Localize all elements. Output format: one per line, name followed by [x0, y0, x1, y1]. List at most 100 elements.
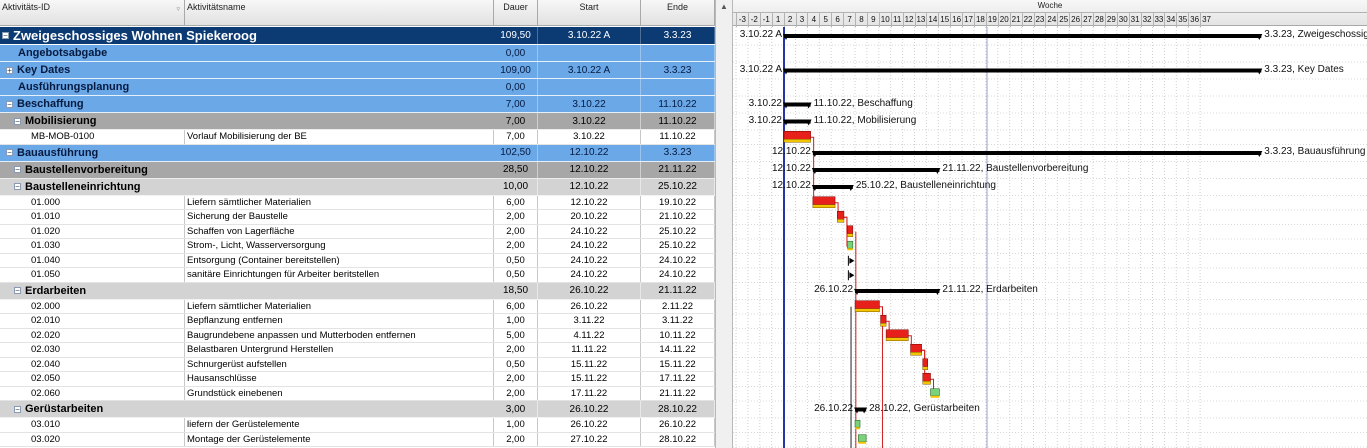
duration-cell-text: 7,00	[506, 131, 525, 143]
week-label: 8	[855, 13, 867, 27]
duration-cell: 10,00	[494, 178, 538, 195]
activity-row[interactable]: 02.060 Grundstück einebenen 2,00 17.11.22 21…	[0, 386, 715, 401]
week-label: 28	[1093, 13, 1105, 27]
activity-row[interactable]: 01.030 Strom-, Licht, Wasserversorgung 2,0…	[0, 239, 715, 254]
scroll-up-icon[interactable]: ▲	[720, 2, 728, 11]
activity-row[interactable]: 03.010 liefern der Gerüstelemente 1,00 26.1…	[0, 418, 715, 433]
activity-row[interactable]: 02.020 Baugrundebene anpassen und Mutterb…	[0, 328, 715, 343]
wbs-row[interactable]: + Key Dates 109,00 3.10.22 A 3.3.23	[0, 62, 715, 79]
activity-row[interactable]: 01.020 Schaffen von Lagerfläche 2,00 24.10.…	[0, 224, 715, 239]
collapse-icon[interactable]: −	[14, 404, 21, 414]
collapse-icon[interactable]: −	[14, 165, 21, 174]
wbs-name-cell-text: Baustelleneinrichtung	[25, 180, 141, 193]
activity-row[interactable]: 01.000 Liefern sämtlicher Materialien 6,00…	[0, 195, 715, 210]
bar-start-label: 12.10.22	[771, 163, 811, 174]
column-header-end[interactable]: Ende	[641, 0, 715, 26]
end-cell: 19.10.22	[641, 195, 715, 209]
week-label: 27	[1081, 13, 1093, 27]
start-cell: 11.11.22	[538, 343, 641, 357]
filter-icon[interactable]: ▿	[176, 6, 180, 13]
activity-id-cell: 02.030	[0, 343, 185, 357]
wbs-name-cell: − Zweigeschossiges Wohnen Spiekeroog	[0, 27, 494, 44]
wbs-name-cell: Ausführungsplanung	[0, 79, 494, 95]
end-cell-text: 28.10.22	[658, 403, 697, 415]
end-cell-text: 19.10.22	[659, 196, 696, 208]
duration-cell: 2,00	[494, 386, 538, 400]
wbs-row[interactable]: − Erdarbeiten 18,50 26.10.22 21.11.22	[0, 282, 715, 300]
column-header-activity-id[interactable]: Aktivitäts-ID ▿	[0, 0, 185, 26]
column-header-duration[interactable]: Dauer	[494, 0, 538, 26]
wbs-row[interactable]: − Mobilisierung 7,00 3.10.22 11.10.22	[0, 113, 715, 130]
duration-cell: 102,50	[494, 144, 538, 161]
duration-cell-text: 0,50	[506, 254, 525, 266]
activity-row[interactable]: 01.050 sanitäre Einrichtungen für Arbeite…	[0, 268, 715, 283]
bar-end-label: 3.3.23, Key Dates	[1264, 63, 1344, 75]
duration-cell: 2,00	[494, 210, 538, 224]
activity-row[interactable]: 02.040 Schnurgerüst aufstellen 0,50 15.11.2…	[0, 357, 715, 372]
duration-cell-text: 5,00	[506, 329, 525, 341]
collapse-icon[interactable]: −	[6, 148, 13, 157]
summary-end-marker	[847, 185, 854, 191]
wbs-row[interactable]: − Baustelleneinrichtung 10,00 12.10.22 25.10…	[0, 178, 715, 196]
column-header-activity-name[interactable]: Aktivitätsname	[185, 0, 494, 26]
activity-row[interactable]: 01.040 Entsorgung (Container bereitstelle…	[0, 253, 715, 268]
collapse-icon[interactable]: −	[14, 182, 21, 191]
start-cell-text: 24.10.22	[570, 269, 608, 281]
start-cell: 3.11.22	[538, 314, 641, 328]
bar-end-label: 21.11.22, Baustellenvorbereitung	[942, 163, 1089, 174]
week-label: 33	[1152, 13, 1165, 27]
start-cell: 26.10.22	[538, 418, 641, 432]
start-cell: 3.10.22	[538, 96, 641, 112]
week-label: 2	[783, 13, 796, 27]
wbs-row[interactable]: − Zweigeschossiges Wohnen Spiekeroog 109,5…	[0, 27, 715, 45]
wbs-row[interactable]: Angebotsabgabe 0,00	[0, 45, 715, 62]
baseline-bar	[783, 139, 811, 143]
activity-row[interactable]: 03.020 Montage der Gerüstelemente 2,00 27.1…	[0, 432, 715, 447]
collapse-icon[interactable]: −	[6, 99, 13, 109]
activity-name-cell: Liefern sämtlicher Materialien	[185, 299, 494, 313]
column-header-start[interactable]: Start	[538, 0, 641, 26]
wbs-row[interactable]: Ausführungsplanung 0,00	[0, 79, 715, 96]
duration-cell-text: 109,00	[500, 64, 531, 76]
activity-row[interactable]: 02.000 Liefern sämtlicher Materialien 6,00…	[0, 299, 715, 314]
wbs-name-cell-text: Bauausführung	[17, 146, 99, 159]
baseline-bar	[858, 441, 867, 444]
week-label: 10	[878, 13, 891, 27]
summary-start-marker	[811, 151, 818, 157]
critical-bar	[922, 373, 931, 382]
wbs-row[interactable]: − Beschaffung 7,00 3.10.22 11.10.22	[0, 96, 715, 113]
duration-cell-text: 2,00	[506, 344, 525, 356]
expand-icon[interactable]: +	[6, 65, 13, 75]
activity-row[interactable]: 02.030 Belastbaren Untergrund Herstellen 2…	[0, 343, 715, 358]
column-header-duration-label: Dauer	[503, 2, 528, 12]
summary-start-marker	[783, 102, 789, 109]
splitter[interactable]: ▲	[715, 0, 733, 448]
activity-bar	[858, 434, 867, 443]
activity-row[interactable]: 01.010 Sicherung der Baustelle 2,00 20.10.2…	[0, 210, 715, 225]
start-cell-text: 12.10.22	[569, 147, 609, 158]
start-cell-text: 17.11.22	[570, 387, 608, 399]
activity-row[interactable]: MB-MOB-0100 Vorlauf Mobilisierung der BE 7…	[0, 130, 715, 145]
end-cell-text: 21.11.22	[658, 164, 697, 175]
duration-cell-text: 18,50	[502, 285, 529, 296]
activity-id-cell-text: 01.020	[31, 225, 61, 237]
activity-bar	[846, 240, 854, 249]
end-cell-text: 25.10.22	[658, 181, 697, 192]
summary-end-marker	[934, 168, 941, 174]
activity-name-cell: Sicherung der Baustelle	[185, 210, 494, 224]
wbs-row[interactable]: − Bauausführung 102,50 12.10.22 3.3.23	[0, 144, 715, 162]
activity-row[interactable]: 02.050 Hausanschlüsse 2,00 15.11.22 17.11.22	[0, 372, 715, 387]
end-cell: 11.10.22	[641, 130, 715, 144]
activity-row[interactable]: 02.010 Bepflanzung entfernen 1,00 3.11.22 3.…	[0, 314, 715, 329]
activity-name-cell: Entsorgung (Container bereitstellen)	[185, 253, 494, 267]
collapse-icon[interactable]: −	[2, 31, 9, 40]
wbs-row[interactable]: − Gerüstarbeiten 3,00 26.10.22 28.10.22	[0, 401, 715, 418]
bar-start-label: 3.10.22	[748, 97, 782, 109]
end-cell: 21.11.22	[641, 161, 715, 178]
summary-end-marker	[1256, 68, 1263, 75]
collapse-icon[interactable]: −	[14, 116, 21, 126]
collapse-icon[interactable]: −	[14, 286, 21, 295]
end-cell-text: 11.10.22	[659, 131, 696, 143]
wbs-row[interactable]: − Baustellenvorbereitung 28,50 12.10.22 21.1…	[0, 161, 715, 179]
week-label: 11	[890, 13, 903, 27]
